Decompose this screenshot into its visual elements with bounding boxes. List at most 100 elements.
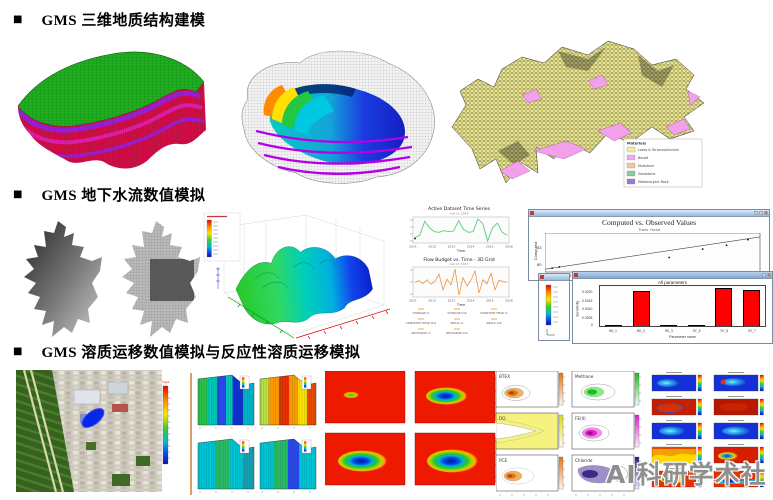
terrain-shading [498, 47, 674, 165]
legend-entry: RECHARGE Out [446, 331, 468, 335]
chart-subtitle: Trans. Head [638, 227, 660, 232]
flow-budget-line [414, 268, 508, 296]
category-label: HK_3 [664, 329, 673, 333]
minimize-icon [754, 211, 758, 215]
z-axis-ticks [216, 267, 220, 289]
x-axis-label: Time [456, 303, 465, 307]
active-dataset-line [414, 218, 508, 243]
color-legend [203, 212, 241, 262]
category-label: HK_2 [636, 329, 645, 333]
legend-item-label: Mudstone [638, 164, 654, 168]
section-title: GMS 地下水流数值模拟 [41, 188, 206, 204]
x-tick: 2012 [428, 299, 436, 303]
head-surface [235, 246, 373, 325]
computed-vs-observed-window: Computed vs. Observed Values Trans. Head… [528, 209, 770, 281]
legend-item-label: Loess & Terrace/alluvium [638, 148, 679, 152]
y-tick: 0 [591, 323, 593, 327]
panel-label: Chloride [575, 458, 593, 463]
x-tick: 2013 [448, 299, 456, 303]
cross-section-a [197, 374, 255, 426]
chart-subtitle: Cell id: 5047 [450, 262, 469, 266]
window-icon [540, 275, 544, 279]
window-titlebar [529, 210, 769, 217]
category-label: SY_6 [720, 329, 729, 333]
x-axis-label: Time [456, 249, 465, 253]
category-label: HK_1 [608, 329, 617, 333]
x-tick: 2011 [409, 299, 417, 303]
contaminant-plume [81, 407, 105, 429]
scatter-plot [545, 233, 761, 273]
section-title: GMS 三维地质结构建模 [41, 13, 206, 29]
chart-subtitle: Cell id: 5049 [450, 212, 469, 216]
y-axis-green [227, 296, 295, 339]
legend-entry: WELLS In [451, 321, 464, 325]
panel-label: Methane [575, 374, 594, 379]
head-legend-window [538, 273, 570, 341]
panel-label: DO [499, 416, 506, 421]
x-tick: 2015 [486, 299, 494, 303]
cross-section-c [197, 438, 255, 490]
window-titlebar [539, 274, 569, 281]
watershed-tin-map [24, 221, 102, 337]
legend-item-label: Metamorphic Rock [638, 180, 669, 184]
x-tick: 2014 [467, 299, 475, 303]
bar-sy6 [715, 288, 733, 326]
panel-do: DO [496, 412, 565, 450]
panel-label: FE(II) [575, 416, 586, 421]
x-tick: 2013 [448, 245, 456, 249]
section-heading-transport: ■ GMS 溶质运移数值模拟与反应性溶质运移模拟 [13, 341, 360, 362]
square-bullet-icon: ■ [13, 189, 23, 200]
x-axis-red [295, 308, 391, 340]
x-tick: 2015 [486, 245, 494, 249]
section-title: GMS 溶质运移数值模拟与反应性溶质运移模拟 [41, 345, 361, 361]
maximize-icon [762, 273, 766, 277]
window-icon [574, 273, 578, 277]
reactive-transport-panels-image: BTEX Methane DO [496, 371, 641, 496]
bar-hk3 [660, 325, 678, 326]
cross-section-b [259, 374, 317, 426]
y-tick: 0.0020 [582, 290, 593, 294]
legend-entry: CONSTANT HEAD In [480, 311, 508, 315]
legend-entry: STORAGE In [413, 311, 430, 315]
y-tick: 0.0005 [582, 315, 593, 320]
chart-title: All parameters [657, 280, 687, 285]
geology-solid-model-image [17, 51, 206, 169]
heatmap-strip-grid [651, 372, 764, 488]
scenario-heatmaps-image [651, 372, 764, 488]
y-tick: 0.0010 [582, 307, 593, 311]
chart-title: Active Dataset Time Series [428, 206, 491, 212]
basalt-patches [499, 74, 701, 180]
panel-label: BTEX [499, 374, 510, 379]
y-tick: 80 [537, 262, 542, 267]
y-tick: 0.0015 [582, 298, 593, 303]
model-domain-maps-image [24, 221, 200, 337]
panel-btex: BTEX [496, 371, 565, 408]
materials-legend-title: Materials [627, 142, 646, 146]
head-surface-3d-plot [203, 212, 391, 340]
legend-item-label: Basalt [638, 156, 649, 160]
legend-entry: RECHARGE In [411, 331, 430, 335]
cross-section-d [259, 438, 317, 490]
panel-label: PCE [499, 458, 507, 463]
farm-fields [16, 370, 74, 492]
time-series-panel: Active Dataset Time Series Cell id: 5049… [399, 202, 515, 345]
category-label: SY_7 [748, 329, 756, 333]
panel-methane: Methane [571, 371, 641, 408]
sensitivity-bar-plot [599, 285, 766, 327]
head-color-legend [545, 284, 558, 336]
bar-sy7 [742, 290, 760, 326]
cross-section-panels-image [190, 373, 317, 495]
legend-item-label: Sandstone [638, 172, 655, 176]
panel-pce: PCE [496, 454, 565, 496]
window-body: Computed vs. Observed Values Trans. Head… [529, 217, 769, 280]
chart-title: Flow Budget vs. Time - 3D Grid [423, 257, 494, 263]
sensitivity-window: All parameters Sensitivity 0.0020 0.0015… [572, 271, 773, 344]
geology-grid-model-image [241, 50, 435, 184]
x-tick: 2012 [428, 245, 436, 249]
section-heading-geology: ■ GMS 三维地质结构建模 [13, 9, 205, 30]
bar-hk2 [632, 290, 650, 326]
square-bullet-icon: ■ [13, 346, 23, 357]
maximize-icon [759, 211, 763, 215]
bar-sy5 [687, 325, 705, 326]
